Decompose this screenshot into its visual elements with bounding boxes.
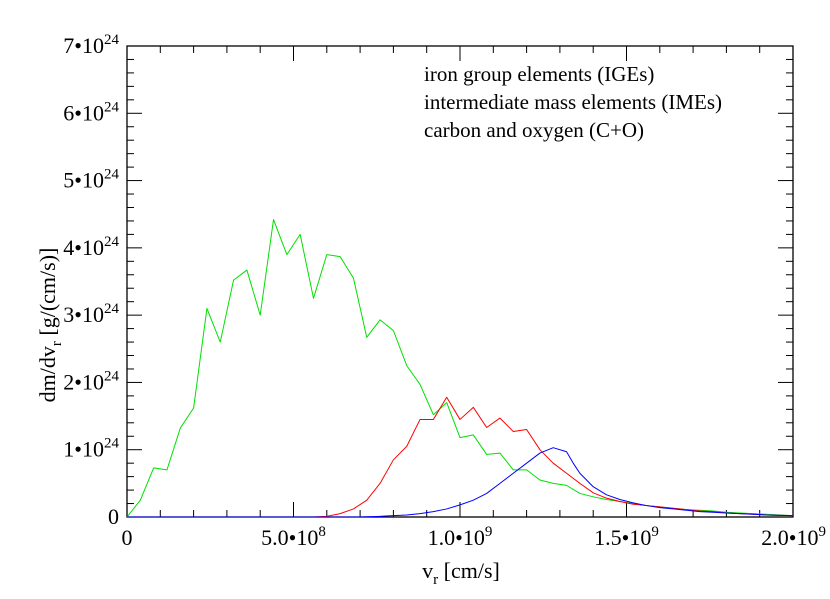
y-tick-label: 2•1024 (63, 368, 119, 394)
series-line-1 (126, 219, 794, 518)
y-tick-label: 0 (108, 504, 119, 529)
y-axis-title: dm/dvr [g/(cm/s)] (35, 248, 65, 403)
plot-area-border (126, 45, 794, 518)
series-line-3 (127, 447, 794, 518)
plot-frame (126, 45, 794, 518)
y-tick-label: 5•1024 (63, 167, 119, 193)
legend-entry-co: carbon and oxygen (C+O) (424, 118, 644, 142)
y-tick-label: 3•1024 (63, 301, 119, 327)
series-lines (126, 219, 794, 518)
y-tick-label: 6•1024 (63, 99, 119, 125)
x-tick-label: 1.5•109 (594, 524, 659, 550)
x-tick-label: 0 (122, 525, 133, 550)
x-axis-title: vr [cm/s] (422, 558, 500, 588)
y-tick-label: 1•1024 (63, 436, 119, 462)
legend-entry-imes: intermediate mass elements (IMEs) (424, 90, 722, 114)
legend-entry-iges: iron group elements (IGEs) (424, 62, 654, 86)
y-tick-label: 4•1024 (63, 234, 119, 260)
tick-labels: 0 5.0•108 1.0•109 1.5•109 2.0•109 0 1•1024 2•10… (63, 32, 826, 550)
x-tick-label: 1.0•109 (428, 524, 493, 550)
x-tick-label: 5.0•108 (261, 524, 326, 550)
axis-ticks (126, 45, 794, 518)
x-tick-label: 2.0•109 (761, 524, 826, 550)
series-line-2 (127, 396, 794, 518)
legend: iron group elements (IGEs) intermediate … (424, 62, 722, 142)
y-tick-label: 7•1024 (63, 32, 119, 58)
